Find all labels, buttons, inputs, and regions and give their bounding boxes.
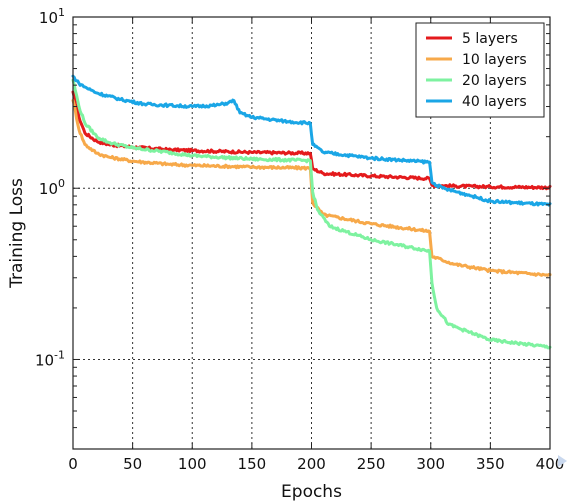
x-tick-label: 350: [476, 455, 505, 473]
series-line-40-layers: [71, 74, 552, 207]
x-tick-label: 50: [123, 455, 142, 473]
legend-label: 10 layers: [462, 52, 527, 68]
y-axis-title: Training Loss: [7, 178, 27, 289]
y-tick-label: 10-1: [35, 348, 65, 369]
x-tick-label: 200: [297, 455, 326, 473]
x-tick-label: 400: [536, 455, 565, 473]
x-tick-label: 250: [357, 455, 386, 473]
x-axis-ticks: 0 50 100 150 200 250 300 350 400: [68, 17, 564, 473]
legend-label: 20 layers: [462, 73, 527, 89]
y-axis-ticks: 101 100 10-1: [35, 6, 550, 450]
x-tick-label: 300: [416, 455, 445, 473]
y-tick-label: 100: [39, 177, 65, 198]
x-tick-label: 100: [178, 455, 207, 473]
x-tick-label: 150: [238, 455, 267, 473]
legend-label: 5 layers: [462, 31, 518, 47]
legend-label: 40 layers: [462, 94, 527, 110]
y-tick-label: 101: [39, 6, 65, 27]
next-arrow-icon[interactable]: [558, 455, 567, 467]
series-line-20-layers: [71, 78, 552, 350]
legend: 5 layers 10 layers 20 layers 40 layers: [415, 22, 545, 118]
series-layer: [71, 74, 552, 350]
x-tick-label: 0: [68, 455, 78, 473]
x-axis-title: Epochs: [281, 482, 342, 502]
